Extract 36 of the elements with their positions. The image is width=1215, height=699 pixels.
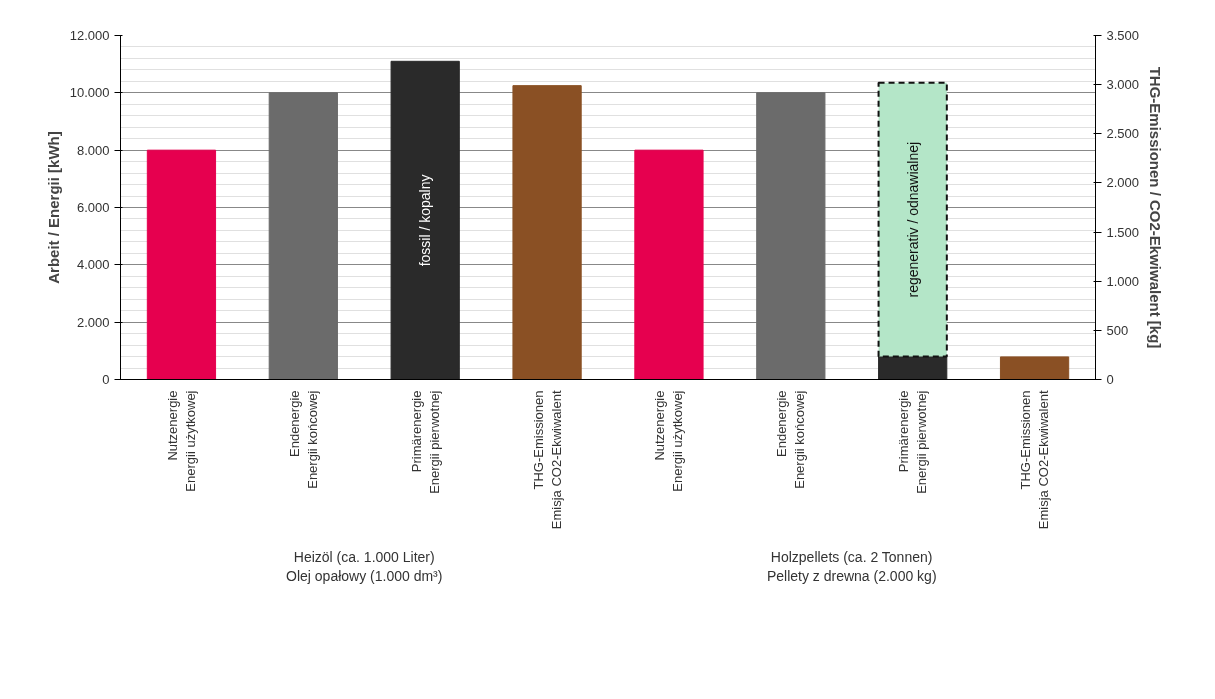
y2-tick-label: 1.500	[1106, 224, 1140, 240]
x-tick-label: Endenergie Energii końcowej	[774, 390, 808, 489]
x-tick-label: THG-Emissionen Emisja CO2-Ekwiwalent	[530, 390, 564, 530]
x-tick-label: Primärenergie Energii pierwotnej	[408, 390, 442, 494]
y-tick-label: 4.000	[76, 257, 110, 273]
y-tick-label: 0	[102, 372, 110, 387]
x-tick-label: THG-Emissionen Emisja CO2-Ekwiwalent	[1018, 390, 1052, 530]
bar	[390, 60, 460, 380]
y-tick-label: 8.000	[76, 142, 110, 158]
x-tick-label: Primärenergie Energii pierwotnej	[896, 390, 930, 494]
series-label: fossil / kopalny	[417, 174, 434, 267]
y2-tick-label: 0	[1106, 372, 1114, 387]
y2-tick-label: 2.500	[1106, 126, 1140, 142]
y2-tick-label: 500	[1106, 322, 1129, 338]
bar	[146, 149, 217, 380]
x-tick-label: Nutzenergie Energii użytkowej	[652, 390, 686, 492]
text: Heizöl (ca. 1.000 Liter) Olej opałowy (1.000 dm³)	[286, 548, 443, 584]
y2-tick-label: 3.000	[1106, 77, 1140, 93]
y-tick-label: 6.000	[76, 200, 110, 215]
y2-tick-label: 2.000	[1106, 175, 1140, 191]
x-tick-label: Endenergie Energii końcowej	[286, 390, 320, 489]
text: Holzpellets (ca. 2 Tonnen) Pellety z drewna (2.000 kg)	[766, 548, 937, 584]
y-tick-label: 10.000	[69, 85, 110, 101]
y-axis-title: Arbeit / Energii [kWh]	[44, 131, 62, 284]
y-tick-label: 12.000	[69, 28, 110, 43]
y-tick-label: 2.000	[76, 314, 110, 330]
bar	[634, 149, 704, 380]
bar	[268, 92, 338, 380]
y2-axis-title: THG-Emissionen / CO2-Ekwiwalent [kg]	[1147, 66, 1165, 349]
bar	[877, 81, 948, 358]
x-tick-label: Nutzenergie Energii użytkowej	[164, 390, 198, 492]
bar	[878, 356, 948, 380]
y2-tick-label: 3.500	[1106, 28, 1140, 43]
y2-tick-label: 1.000	[1106, 273, 1140, 289]
bar	[756, 92, 826, 380]
series-label: regenerativ / odnawialnej	[904, 141, 921, 298]
